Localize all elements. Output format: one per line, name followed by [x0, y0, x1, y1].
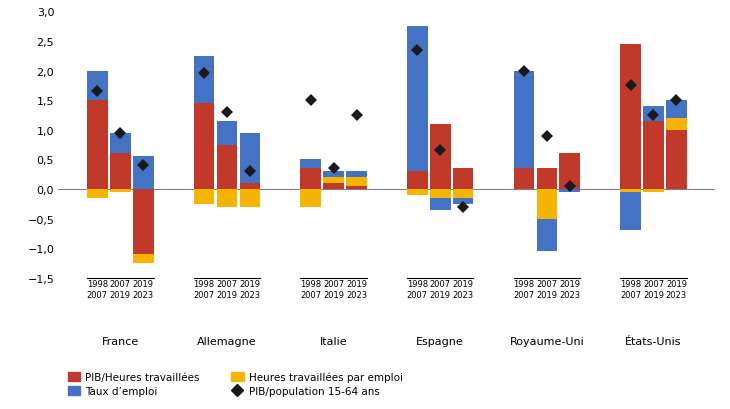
Bar	[193, 189, 215, 204]
Bar	[559, 189, 580, 193]
Legend: PIB/Heures travaillées, Taux d’emploi, Heures travaillées par emploi, PIB/popula: PIB/Heures travaillées, Taux d’emploi, H…	[64, 367, 407, 400]
Bar	[666, 119, 687, 130]
Bar	[239, 189, 260, 207]
Bar	[110, 133, 131, 154]
Bar	[87, 189, 108, 198]
Bar	[300, 189, 321, 207]
Text: Allemagne: Allemagne	[197, 337, 257, 346]
Bar	[217, 189, 237, 207]
Bar	[453, 169, 474, 189]
Bar	[110, 154, 131, 189]
Bar	[559, 154, 580, 189]
Bar	[323, 184, 344, 189]
Bar	[643, 189, 664, 193]
Bar	[300, 160, 321, 169]
Bar	[620, 45, 641, 189]
Bar	[346, 172, 367, 178]
Bar	[87, 71, 108, 101]
Bar	[453, 189, 474, 198]
Text: Italie: Italie	[320, 337, 347, 346]
Bar	[643, 121, 664, 189]
Bar	[239, 133, 260, 184]
Bar	[193, 56, 215, 104]
Bar	[346, 178, 367, 187]
Bar	[133, 254, 153, 263]
Bar	[620, 193, 641, 231]
Text: Espagne: Espagne	[416, 337, 464, 346]
Bar	[643, 107, 664, 121]
Bar	[407, 172, 428, 189]
Bar	[300, 169, 321, 189]
Bar	[407, 189, 428, 196]
Text: États-Unis: États-Unis	[625, 337, 682, 346]
Bar	[514, 71, 534, 169]
Bar	[620, 189, 641, 193]
Bar	[537, 219, 557, 252]
Bar	[453, 198, 474, 204]
Bar	[323, 178, 344, 184]
Text: France: France	[101, 337, 139, 346]
Bar	[346, 187, 367, 189]
Bar	[430, 189, 450, 198]
Bar	[407, 27, 428, 172]
Bar	[666, 101, 687, 119]
Bar	[239, 184, 260, 189]
Bar	[217, 121, 237, 145]
Bar	[666, 130, 687, 189]
Bar	[217, 145, 237, 189]
Bar	[133, 157, 153, 189]
Bar	[430, 198, 450, 210]
Bar	[193, 104, 215, 189]
Bar	[537, 189, 557, 219]
Bar	[133, 189, 153, 254]
Text: Royaume-Uni: Royaume-Uni	[510, 337, 584, 346]
Bar	[430, 124, 450, 189]
Bar	[110, 189, 131, 193]
Bar	[514, 169, 534, 189]
Bar	[537, 169, 557, 189]
Bar	[323, 172, 344, 178]
Bar	[87, 101, 108, 189]
